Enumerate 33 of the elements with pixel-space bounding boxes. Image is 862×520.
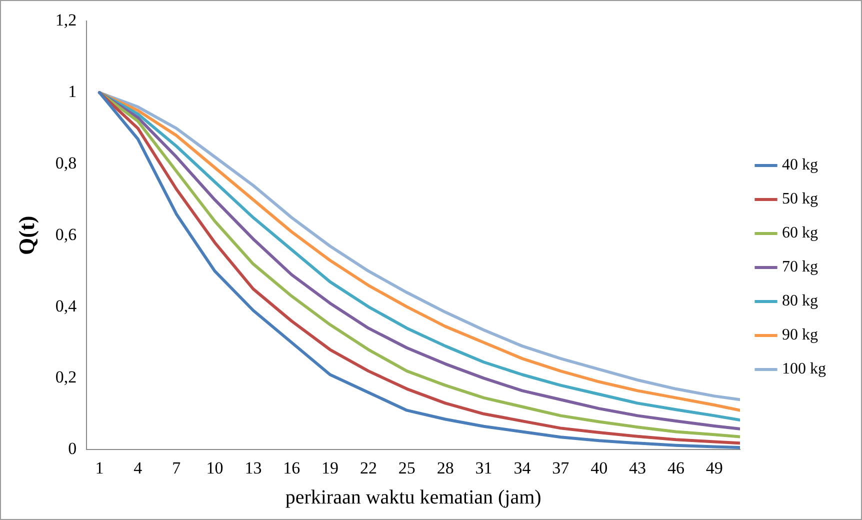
x-tick-label: 49 [706, 458, 723, 478]
y-tick-label: 0,4 [55, 296, 78, 316]
x-tick-label: 28 [436, 458, 454, 478]
y-tick-label: 0,2 [55, 368, 77, 387]
x-tick-label: 22 [360, 458, 377, 478]
y-tick-label: 1 [68, 82, 77, 102]
y-tick-label: 0 [68, 439, 77, 458]
x-tick-label: 19 [322, 458, 339, 478]
x-tick-label: 40 [590, 458, 608, 478]
legend-label: 50 kg [782, 190, 818, 208]
x-axis-title: perkiraan waktu kematian (jam) [285, 486, 542, 508]
x-tick-label: 1 [95, 458, 104, 478]
x-tick-label: 46 [667, 458, 684, 478]
y-tick-label: 0,8 [55, 153, 77, 172]
legend-label: 90 kg [782, 326, 818, 344]
y-tick-label: 1,2 [55, 10, 77, 30]
x-tick-label: 4 [134, 458, 143, 478]
y-tick-label: 0,6 [55, 224, 77, 244]
x-tick-label: 16 [283, 458, 300, 478]
x-tick-label: 13 [244, 458, 262, 478]
x-tick-label: 34 [514, 458, 532, 478]
x-tick-label: 43 [629, 458, 646, 478]
legend-label: 60 kg [782, 224, 818, 242]
x-tick-label: 7 [172, 458, 182, 478]
legend-label: 80 kg [782, 292, 818, 310]
x-tick-label: 25 [398, 458, 416, 478]
legend-label: 40 kg [782, 156, 818, 174]
x-tick-label: 37 [552, 458, 570, 478]
x-tick-label: 10 [206, 458, 224, 478]
x-tick-label: 31 [475, 458, 492, 478]
y-axis-title: Q(t) [14, 216, 39, 255]
legend-label: 100 kg [782, 360, 826, 378]
legend-label: 70 kg [782, 258, 818, 276]
